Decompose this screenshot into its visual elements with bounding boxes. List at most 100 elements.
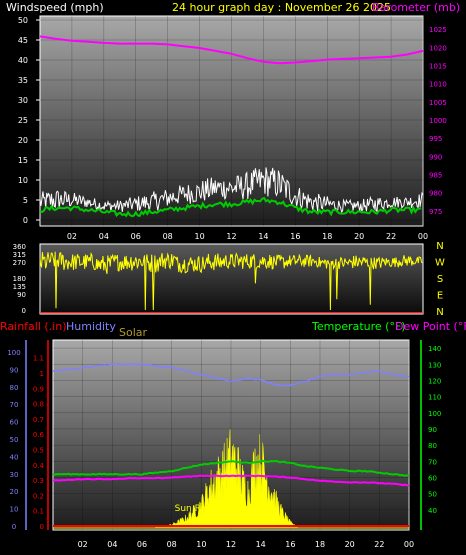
wind-axis-title: Windspeed (mph) — [6, 1, 104, 14]
humidity-y-tick: 100 — [7, 349, 20, 357]
wind-y-tick: 45 — [18, 36, 28, 45]
direction-compass-label: S — [437, 274, 443, 285]
humidity-y-tick: 70 — [10, 401, 19, 409]
wind-panel — [39, 15, 424, 227]
humidity-y-tick: 30 — [10, 471, 19, 479]
direction-compass-label: N — [436, 241, 443, 252]
barometer-y-tick: 980 — [429, 190, 442, 198]
rain-y-tick: 0.7 — [33, 416, 44, 424]
wind-y-tick: 20 — [18, 136, 28, 145]
temp-x-tick: 20 — [345, 540, 355, 549]
temp-y-tick: 50 — [428, 491, 437, 499]
barometer-y-tick: 1020 — [429, 44, 447, 52]
temp-x-tick: 18 — [315, 540, 325, 549]
wind-x-tick: 10 — [194, 232, 204, 241]
temp-x-tick: 04 — [107, 540, 117, 549]
wind-y-tick: 15 — [18, 156, 28, 165]
barometer-line — [39, 35, 424, 65]
wind-x-tick: 16 — [290, 232, 300, 241]
wind-x-tick: 08 — [163, 232, 173, 241]
rain-y-tick: 0.5 — [33, 446, 44, 454]
rain-y-tick: 0.3 — [33, 477, 44, 485]
wind-y-tick: 35 — [18, 76, 28, 85]
temp-x-tick: 12 — [226, 540, 236, 549]
temp-x-tick: 00 — [404, 540, 414, 549]
direction-y-tick: 0 — [22, 307, 26, 315]
wind-x-tick: 02 — [67, 232, 77, 241]
temp-x-tick: 06 — [137, 540, 147, 549]
wind-direction-line — [39, 251, 423, 311]
wind-x-tick: 18 — [322, 232, 332, 241]
temp-y-tick: 80 — [428, 442, 437, 450]
barometer-y-tick: 990 — [429, 153, 442, 161]
rain-y-tick: 0.8 — [33, 401, 44, 409]
wind-y-tick: 50 — [18, 16, 28, 25]
wind-x-tick: 12 — [226, 232, 236, 241]
barometer-y-tick: 1000 — [429, 117, 447, 125]
barometer-y-tick: 1005 — [429, 99, 447, 107]
wind-y-tick: 0 — [23, 216, 28, 225]
temperature-axis-title: Temperature (°F) — [311, 320, 406, 333]
temp-x-tick: 02 — [78, 540, 88, 549]
temp-x-tick: 08 — [167, 540, 177, 549]
temp-y-tick: 130 — [428, 361, 441, 369]
direction-y-tick: 360 — [13, 243, 26, 251]
rain-y-tick: 1 — [40, 370, 44, 378]
humidity-y-tick: 20 — [10, 488, 19, 496]
solar-legend: Solar — [119, 326, 148, 339]
temp-y-tick: 60 — [428, 474, 437, 482]
temp-y-tick: 120 — [428, 377, 441, 385]
temp-y-tick: 70 — [428, 458, 437, 466]
barometer-y-tick: 1025 — [429, 26, 447, 34]
rain-y-tick: 1.1 — [33, 355, 44, 363]
humidity-y-tick: 80 — [10, 384, 19, 392]
barometer-y-tick: 985 — [429, 172, 442, 180]
wind-y-tick: 30 — [18, 96, 28, 105]
direction-panel — [39, 243, 424, 315]
wind-y-tick: 5 — [23, 196, 28, 205]
barometer-y-tick: 995 — [429, 135, 442, 143]
wind-x-tick: 06 — [131, 232, 141, 241]
windspeed-line — [39, 167, 424, 213]
wind-y-tick: 10 — [18, 176, 28, 185]
direction-compass-label: E — [437, 291, 443, 302]
temp-x-tick: 22 — [374, 540, 384, 549]
humidity-y-tick: 90 — [10, 366, 19, 374]
wind-y-tick: 40 — [18, 56, 28, 65]
wind-y-tick: 25 — [18, 116, 28, 125]
direction-y-tick: 90 — [17, 291, 26, 299]
dewpoint-line — [52, 474, 410, 487]
rain-y-tick: 0.6 — [33, 431, 45, 439]
direction-compass-label: N — [436, 307, 443, 318]
temp-y-tick: 110 — [428, 394, 441, 402]
sunrise-annotation: Sun Rise — [175, 504, 214, 514]
direction-compass-label: W — [435, 258, 445, 269]
dewpoint-legend: Dew Point (°F) — [395, 320, 466, 333]
temp-x-tick: 10 — [196, 540, 206, 549]
solar-area — [155, 429, 298, 528]
humidity-y-tick: 50 — [10, 436, 19, 444]
barometer-axis-title: Barometer (mb) — [372, 1, 460, 14]
direction-y-tick: 180 — [13, 275, 26, 283]
wind-x-tick: 22 — [386, 232, 396, 241]
rainfall-axis-title: Rainfall (.in) — [0, 320, 67, 333]
wind-x-tick: 04 — [99, 232, 109, 241]
barometer-y-tick: 1015 — [429, 62, 447, 70]
temp-y-tick: 90 — [428, 426, 437, 434]
chart-title: 24 hour graph day : November 26 2025 — [172, 1, 391, 14]
humidity-legend: Humidity — [66, 320, 116, 333]
direction-y-tick: 135 — [13, 283, 26, 291]
temp-x-tick: 14 — [256, 540, 266, 549]
rain-y-tick: 0.4 — [33, 462, 45, 470]
temp-y-tick: 100 — [428, 410, 441, 418]
humidity-line — [52, 362, 410, 387]
temp-y-tick: 40 — [428, 507, 437, 515]
rain-y-tick: 0.1 — [33, 508, 44, 516]
temp-x-tick: 16 — [285, 540, 295, 549]
barometer-y-tick: 1010 — [429, 81, 447, 89]
direction-y-tick: 315 — [13, 251, 26, 259]
wind-x-tick: 14 — [258, 232, 268, 241]
rain-y-tick: 0 — [40, 523, 44, 531]
wind-x-tick: 00 — [418, 232, 428, 241]
